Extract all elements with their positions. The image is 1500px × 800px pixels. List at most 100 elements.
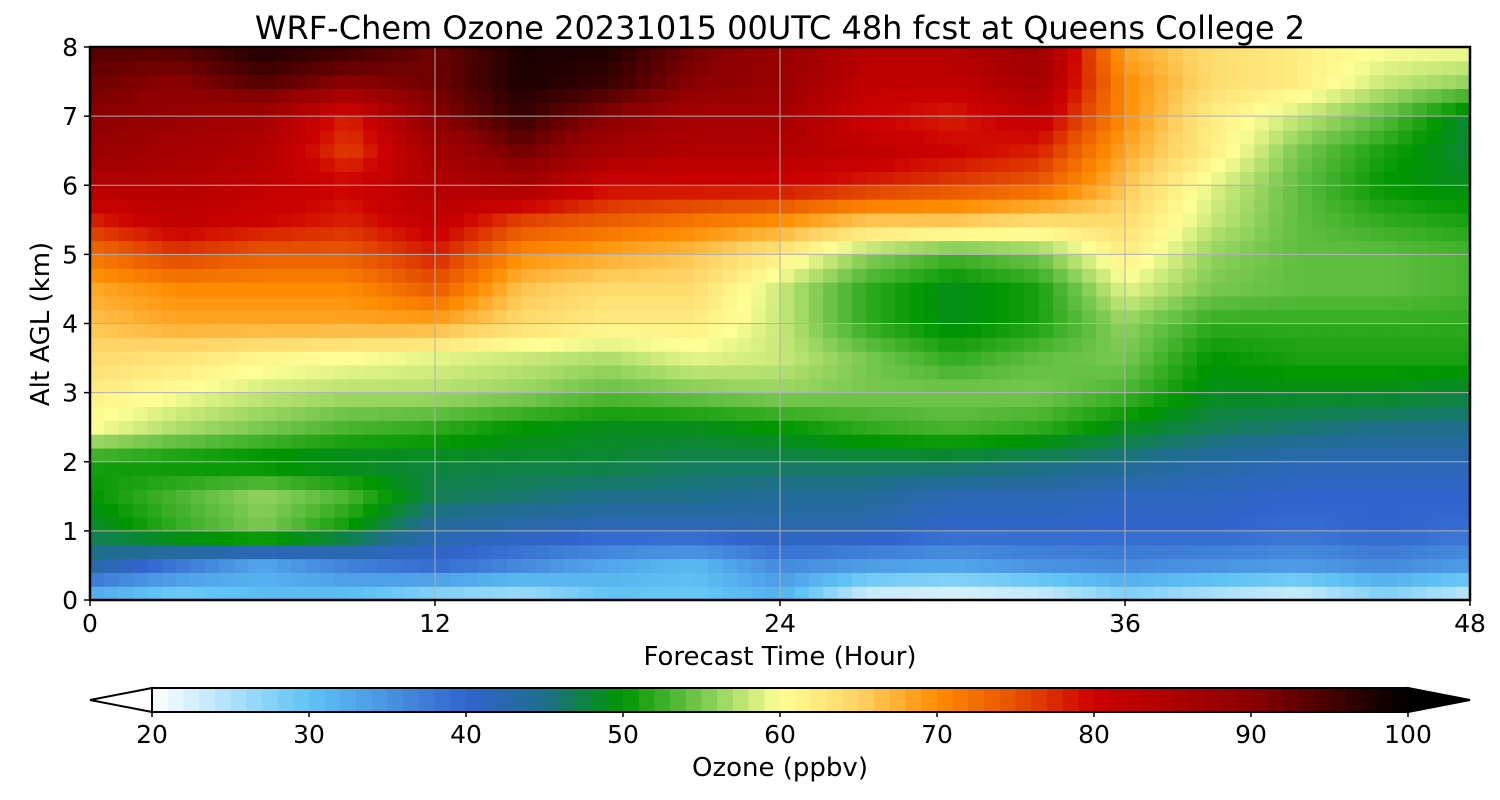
- heatmap-cell: [952, 461, 968, 477]
- heatmap-cell: [262, 282, 278, 297]
- heatmap-cell: [348, 420, 364, 435]
- heatmap-cell: [823, 74, 839, 90]
- heatmap-cell: [1024, 60, 1040, 76]
- heatmap-cell: [1283, 47, 1299, 62]
- heatmap-cell: [607, 558, 623, 573]
- heatmap-cell: [233, 406, 249, 421]
- heatmap-cell: [765, 503, 781, 518]
- heatmap-cell: [981, 406, 997, 421]
- heatmap-cell: [621, 475, 637, 490]
- heatmap-cell: [1297, 558, 1313, 573]
- heatmap-cell: [1125, 157, 1140, 173]
- heatmap-cell: [966, 88, 982, 103]
- heatmap-cell: [679, 60, 695, 76]
- heatmap-cell: [1182, 586, 1198, 601]
- heatmap-cell: [449, 199, 465, 214]
- heatmap-cell: [90, 74, 105, 90]
- heatmap-cell: [1268, 185, 1284, 200]
- heatmap-cell: [679, 226, 695, 242]
- heatmap-cell: [104, 406, 120, 421]
- heatmap-cell: [1398, 475, 1414, 490]
- heatmap-cell: [938, 116, 954, 131]
- heatmap-cell: [593, 282, 609, 297]
- heatmap-cell: [952, 74, 968, 90]
- heatmap-cell: [952, 489, 968, 504]
- heatmap-cell: [722, 254, 738, 269]
- heatmap-cell: [1081, 157, 1097, 173]
- heatmap-cell: [133, 337, 149, 352]
- heatmap-cell: [521, 240, 537, 255]
- heatmap-cell: [1268, 378, 1284, 394]
- heatmap-cell: [391, 378, 407, 394]
- heatmap-cell: [722, 337, 738, 352]
- heatmap-cell: [435, 171, 450, 186]
- heatmap-cell: [1441, 185, 1457, 200]
- heatmap-cell: [808, 268, 824, 283]
- heatmap-cell: [1067, 199, 1083, 214]
- heatmap-cell: [909, 420, 925, 435]
- heatmap-cell: [176, 226, 192, 242]
- heatmap-cell: [320, 351, 335, 366]
- heatmap-cell: [205, 129, 220, 145]
- heatmap-cell: [693, 475, 709, 490]
- heatmap-cell: [1412, 102, 1428, 117]
- colorbar-cell: [309, 688, 326, 712]
- heatmap-cell: [1168, 530, 1184, 546]
- heatmap-cell: [1426, 185, 1442, 200]
- heatmap-cell: [233, 351, 249, 366]
- heatmap-cell: [550, 351, 565, 366]
- heatmap-cell: [276, 558, 292, 573]
- heatmap-cell: [233, 434, 249, 449]
- heatmap-cell: [952, 199, 968, 214]
- heatmap-cell: [276, 572, 292, 587]
- heatmap-cell: [305, 157, 321, 173]
- heatmap-cell: [1024, 337, 1040, 352]
- heatmap-cell: [621, 74, 637, 90]
- heatmap-cell: [1153, 364, 1169, 380]
- heatmap-cell: [305, 282, 321, 297]
- heatmap-cell: [995, 420, 1011, 435]
- heatmap-cell: [564, 254, 580, 269]
- heatmap-cell: [305, 88, 321, 103]
- heatmap-cell: [463, 157, 479, 173]
- heatmap-cell: [693, 392, 709, 408]
- heatmap-cell: [1311, 503, 1327, 518]
- heatmap-cell: [377, 544, 393, 560]
- heatmap-cell: [650, 254, 666, 269]
- heatmap-cell: [866, 102, 882, 117]
- heatmap-cell: [765, 88, 781, 103]
- heatmap-cell: [966, 268, 982, 283]
- heatmap-cell: [1196, 88, 1212, 103]
- heatmap-cell: [1283, 558, 1299, 573]
- heatmap-cell: [320, 420, 335, 435]
- heatmap-cell: [391, 586, 407, 601]
- heatmap-cell: [161, 199, 177, 214]
- heatmap-cell: [1067, 240, 1083, 255]
- heatmap-cell: [1067, 226, 1083, 242]
- heatmap-cell: [880, 226, 896, 242]
- heatmap-cell: [1355, 461, 1370, 477]
- heatmap-cell: [1125, 461, 1140, 477]
- heatmap-cell: [866, 74, 882, 90]
- heatmap-cell: [1283, 392, 1299, 408]
- heatmap-cell: [1340, 351, 1356, 366]
- heatmap-cell: [478, 74, 494, 90]
- heatmap-cell: [118, 586, 134, 601]
- heatmap-cell: [578, 254, 594, 269]
- heatmap-cell: [463, 309, 479, 325]
- heatmap-cell: [650, 60, 666, 76]
- heatmap-cell: [1268, 116, 1284, 131]
- heatmap-cell: [837, 544, 853, 560]
- heatmap-cell: [1196, 268, 1212, 283]
- heatmap-cell: [492, 420, 508, 435]
- heatmap-cell: [909, 102, 925, 117]
- heatmap-cell: [952, 226, 968, 242]
- heatmap-cell: [1067, 268, 1083, 283]
- heatmap-cell: [851, 406, 867, 421]
- heatmap-cell: [176, 392, 192, 408]
- heatmap-cell: [823, 102, 839, 117]
- heatmap-cell: [190, 60, 206, 76]
- heatmap-cell: [866, 199, 882, 214]
- heatmap-cell: [1182, 489, 1198, 504]
- heatmap-cell: [449, 392, 465, 408]
